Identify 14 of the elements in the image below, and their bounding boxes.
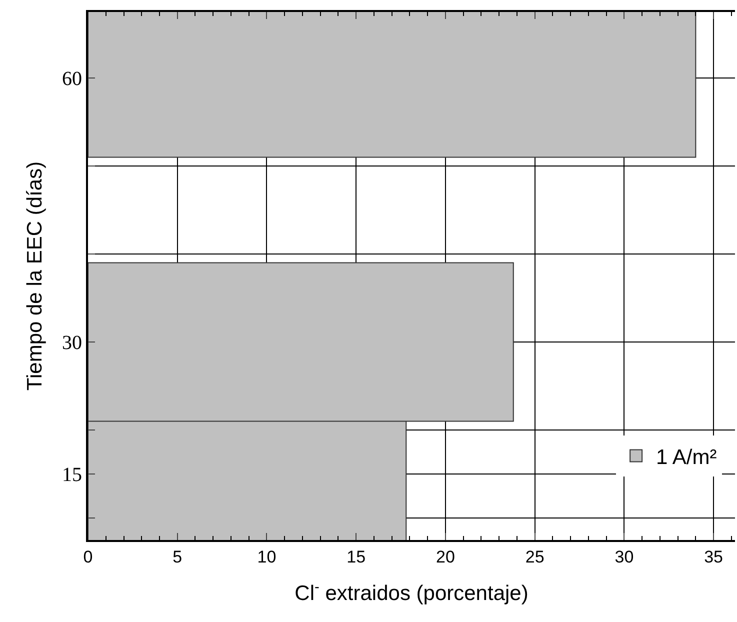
legend-label: 1 A/m² [656,446,717,469]
x-tick-label: 10 [257,547,276,566]
x-tick-label: 0 [83,547,93,566]
x-tick-label: 25 [525,547,544,566]
y-axis-title: Tiempo de la EEC (días) [24,161,47,391]
x-tick-label: 20 [436,547,455,566]
x-tick-label: 15 [346,547,366,566]
x-tick-label: 5 [172,547,182,566]
x-axis-title: Cl$^{-}$ extraidos (porcentaje) [294,579,528,606]
x-tick-label: 30 [614,547,634,566]
x-tick-label: 35 [704,547,724,566]
y-tick-label: 15 [62,464,82,486]
y-tick-label: 60 [62,68,82,90]
y-tick-label: 30 [62,332,82,354]
